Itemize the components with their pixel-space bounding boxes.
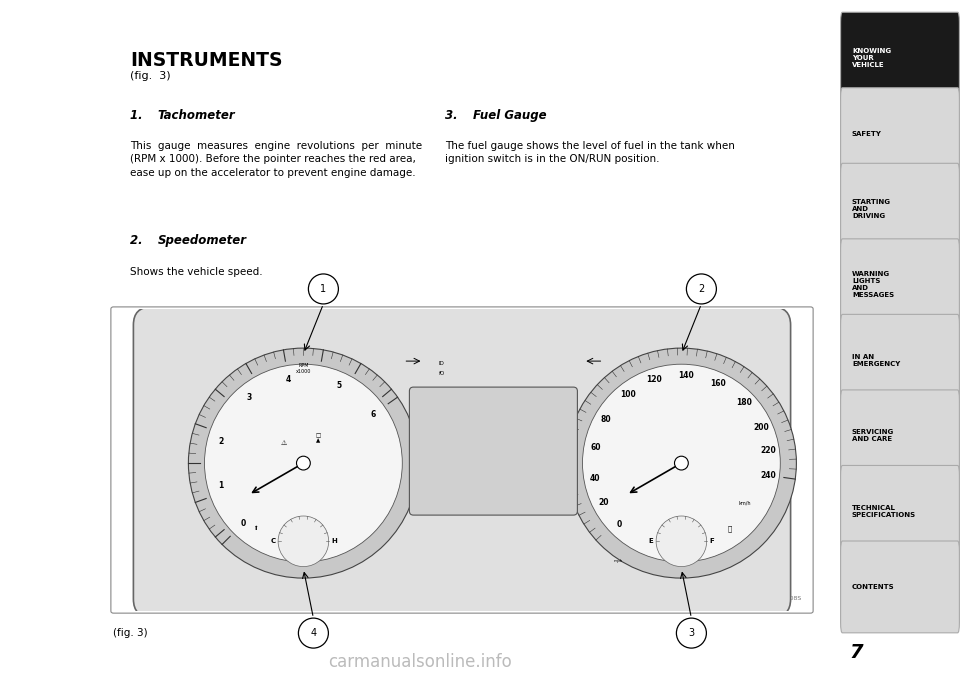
Text: INSTRUMENTS: INSTRUMENTS — [131, 51, 282, 70]
Circle shape — [204, 364, 402, 562]
Text: 0: 0 — [617, 520, 622, 530]
Text: 1: 1 — [219, 481, 224, 490]
Text: Tachometer: Tachometer — [157, 109, 235, 122]
Text: WARNING
LIGHTS
AND
MESSAGES: WARNING LIGHTS AND MESSAGES — [852, 271, 894, 298]
Text: Fuel Gauge: Fuel Gauge — [473, 109, 546, 122]
Text: 180: 180 — [736, 398, 753, 407]
Circle shape — [566, 348, 797, 578]
Text: 3: 3 — [688, 628, 694, 638]
Text: STARTING
AND
DRIVING: STARTING AND DRIVING — [852, 199, 891, 219]
Text: 220: 220 — [760, 446, 776, 456]
Text: SAFETY: SAFETY — [852, 130, 882, 136]
Text: 240: 240 — [760, 471, 776, 480]
FancyBboxPatch shape — [841, 88, 959, 179]
Text: 2.: 2. — [131, 234, 151, 247]
Circle shape — [278, 516, 328, 566]
Text: 40: 40 — [590, 474, 601, 483]
Circle shape — [297, 456, 310, 470]
Text: (fig.  3): (fig. 3) — [131, 71, 171, 81]
Text: F: F — [709, 538, 714, 545]
Circle shape — [677, 618, 707, 648]
Circle shape — [583, 364, 780, 562]
Text: This  gauge  measures  engine  revolutions  per  minute
(RPM x 1000). Before the: This gauge measures engine revolutions p… — [131, 141, 422, 178]
Text: 160: 160 — [710, 380, 726, 388]
Text: H: H — [331, 538, 337, 545]
FancyBboxPatch shape — [111, 307, 813, 613]
Text: 0: 0 — [241, 519, 246, 528]
FancyBboxPatch shape — [409, 387, 577, 515]
FancyBboxPatch shape — [133, 307, 791, 617]
Text: 3.: 3. — [445, 109, 466, 122]
Text: ID: ID — [439, 361, 444, 365]
Text: Speedometer: Speedometer — [157, 234, 247, 247]
Text: carmanualsonline.info: carmanualsonline.info — [328, 653, 512, 671]
Text: TECHNICAL
SPECIFICATIONS: TECHNICAL SPECIFICATIONS — [852, 505, 916, 518]
Text: 1: 1 — [321, 284, 326, 294]
Text: SERVICING
AND CARE: SERVICING AND CARE — [852, 429, 895, 442]
Text: (fig. 3): (fig. 3) — [113, 628, 148, 638]
FancyBboxPatch shape — [841, 390, 959, 482]
Text: E: E — [649, 538, 654, 545]
Text: 200: 200 — [754, 423, 769, 432]
FancyBboxPatch shape — [841, 314, 959, 406]
Text: 2: 2 — [219, 437, 224, 445]
FancyBboxPatch shape — [841, 466, 959, 557]
Circle shape — [656, 516, 707, 566]
Text: 1.: 1. — [131, 109, 151, 122]
Text: ⛽: ⛽ — [728, 526, 732, 532]
Text: mph: mph — [613, 559, 623, 563]
FancyBboxPatch shape — [841, 164, 959, 255]
Circle shape — [308, 274, 338, 304]
Text: 2: 2 — [698, 284, 705, 294]
Text: km/h: km/h — [738, 501, 751, 506]
Text: IN AN
EMERGENCY: IN AN EMERGENCY — [852, 354, 900, 367]
Text: 20: 20 — [598, 498, 609, 507]
Circle shape — [188, 348, 419, 578]
Text: KNOWING
YOUR
VEHICLE: KNOWING YOUR VEHICLE — [852, 48, 891, 68]
Text: The fuel gauge shows the level of fuel in the tank when
ignition switch is in th: The fuel gauge shows the level of fuel i… — [445, 141, 735, 164]
Text: 04034008S: 04034008S — [767, 596, 803, 601]
Text: 80: 80 — [600, 415, 611, 424]
FancyBboxPatch shape — [841, 12, 959, 104]
Text: 120: 120 — [646, 375, 662, 384]
Text: RPM
x1000: RPM x1000 — [296, 363, 311, 374]
Text: 100: 100 — [620, 390, 636, 399]
Circle shape — [299, 618, 328, 648]
Text: 6: 6 — [371, 410, 375, 419]
Text: fO: fO — [439, 371, 444, 375]
Text: Shows the vehicle speed.: Shows the vehicle speed. — [131, 267, 263, 277]
Text: 5: 5 — [337, 382, 342, 390]
Text: □
▲: □ ▲ — [316, 433, 321, 443]
Text: 4: 4 — [286, 375, 291, 384]
Text: 4: 4 — [310, 628, 317, 638]
Text: 7: 7 — [850, 643, 863, 662]
Text: 60: 60 — [590, 443, 601, 452]
Text: ⚠: ⚠ — [280, 440, 286, 446]
FancyBboxPatch shape — [841, 541, 959, 633]
Circle shape — [686, 274, 716, 304]
Text: CONTENTS: CONTENTS — [852, 584, 895, 590]
Text: ⬆: ⬆ — [253, 526, 257, 531]
Text: 140: 140 — [678, 371, 694, 380]
FancyBboxPatch shape — [841, 239, 959, 331]
Circle shape — [675, 456, 688, 470]
Text: C: C — [271, 538, 276, 545]
Text: 3: 3 — [246, 393, 252, 403]
